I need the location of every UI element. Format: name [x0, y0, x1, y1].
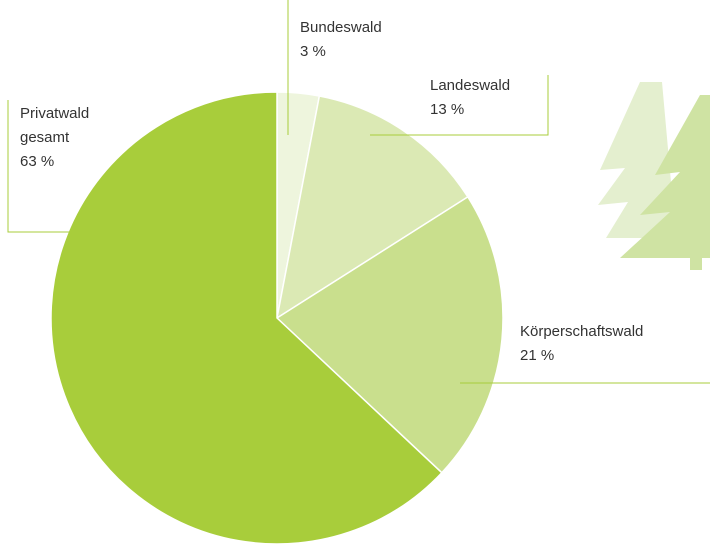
leader-line: [370, 75, 549, 136]
category-label: Körperschaftswald: [520, 323, 644, 340]
value-label: 13 %: [430, 101, 465, 118]
value-label: 3 %: [300, 43, 326, 60]
slice-label: Körperschaftswald 21 %: [520, 320, 643, 368]
pie-slice: [275, 95, 469, 320]
pie-slice: [275, 195, 504, 474]
leader-line: [7, 100, 70, 233]
slice-label: Bundeswald 3 %: [300, 16, 382, 64]
category-label: Bundeswald: [300, 19, 382, 36]
pie-slice: [50, 91, 443, 544]
value-label: 63 %: [20, 153, 55, 170]
category-label: Privatwald gesamt: [20, 105, 90, 146]
category-label: Landeswald: [430, 77, 511, 94]
pie: [50, 91, 504, 544]
value-label: 21 %: [520, 347, 555, 364]
slice-label: Privatwald gesamt 63 %: [20, 102, 115, 174]
slice-label: Landeswald 13 %: [430, 74, 510, 122]
tree-decoration: [620, 95, 710, 270]
